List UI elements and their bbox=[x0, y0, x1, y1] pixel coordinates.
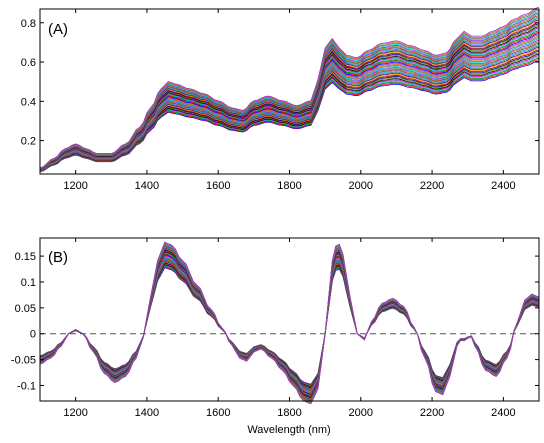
y-tick-label: 0 bbox=[30, 329, 36, 341]
x-tick-label: 2200 bbox=[420, 407, 444, 419]
spectrum-line bbox=[39, 13, 540, 169]
spectrum-line bbox=[39, 266, 540, 386]
y-tick-label: 0.15 bbox=[15, 251, 36, 263]
y-tick-label: 0.6 bbox=[21, 57, 36, 69]
x-tick-label: 1600 bbox=[206, 407, 230, 419]
spectrum-line bbox=[39, 12, 540, 169]
spectrum-line bbox=[39, 19, 540, 170]
spectrum-line bbox=[39, 33, 540, 171]
spectrum-line bbox=[39, 16, 540, 169]
spectrum-line bbox=[39, 34, 540, 171]
x-tick-label: 2200 bbox=[420, 180, 444, 192]
spectrum-line bbox=[39, 23, 540, 170]
panel-a: 1200 1400 1600 1800 2000 2200 2400 0.2 0.4 0.6 0.8… bbox=[21, 6, 540, 192]
spectrum-line bbox=[39, 31, 540, 170]
spectrum-line bbox=[39, 24, 540, 170]
panel-b: 1200 1400 1600 1800 2000 2200 2400 -0.1 -0.05 0 0.… bbox=[11, 237, 540, 436]
x-tick-label: 1800 bbox=[277, 407, 301, 419]
spectrum-line bbox=[39, 8, 540, 169]
y-tick-label: 0.8 bbox=[21, 18, 36, 30]
x-tick-label: 1200 bbox=[63, 407, 87, 419]
x-tick-label: 1600 bbox=[206, 180, 230, 192]
x-tick-label: 1800 bbox=[277, 180, 301, 192]
spectrum-line bbox=[39, 267, 540, 385]
spectrum-line bbox=[39, 29, 540, 170]
spectrum-line bbox=[39, 15, 540, 169]
x-axis-title: Wavelength (nm) bbox=[247, 424, 330, 436]
y-tick-label: -0.1 bbox=[17, 380, 36, 392]
x-tick-label: 2000 bbox=[349, 180, 373, 192]
panel-a-label: (A) bbox=[48, 21, 68, 38]
x-tick-label: 2000 bbox=[349, 407, 373, 419]
spectrum-line bbox=[39, 22, 540, 170]
y-tick-label: -0.05 bbox=[11, 355, 36, 367]
spectrum-line bbox=[39, 11, 540, 169]
x-tick-label: 2400 bbox=[491, 180, 515, 192]
y-tick-label: 0.4 bbox=[21, 96, 36, 108]
panel-a-curves bbox=[39, 6, 540, 172]
spectrum-line bbox=[39, 265, 540, 386]
spectrum-line bbox=[39, 241, 540, 405]
spectrum-line bbox=[39, 30, 540, 170]
panel-b-label: (B) bbox=[48, 249, 68, 266]
y-tick-label: 0.2 bbox=[21, 136, 36, 148]
spectrum-line bbox=[39, 27, 540, 170]
spectrum-line bbox=[39, 6, 540, 169]
y-tick-label: 0.05 bbox=[15, 303, 36, 315]
spectrum-line bbox=[39, 9, 540, 169]
spectrum-line bbox=[39, 26, 540, 170]
spectrum-line bbox=[39, 20, 540, 170]
spectrum-line bbox=[39, 18, 540, 170]
y-tick-label: 0.1 bbox=[21, 277, 36, 289]
panel-b-curves bbox=[39, 241, 540, 405]
panel-b-ticks: 1200 1400 1600 1800 2000 2200 2400 -0.1 -0.05 0 0.… bbox=[11, 238, 539, 419]
x-tick-label: 1400 bbox=[135, 180, 159, 192]
x-tick-label: 1400 bbox=[135, 407, 159, 419]
panel-a-ticks: 1200 1400 1600 1800 2000 2200 2400 0.2 0.4 0.6 0.8 bbox=[21, 9, 539, 192]
x-tick-label: 2400 bbox=[491, 407, 515, 419]
x-tick-label: 1200 bbox=[63, 180, 87, 192]
